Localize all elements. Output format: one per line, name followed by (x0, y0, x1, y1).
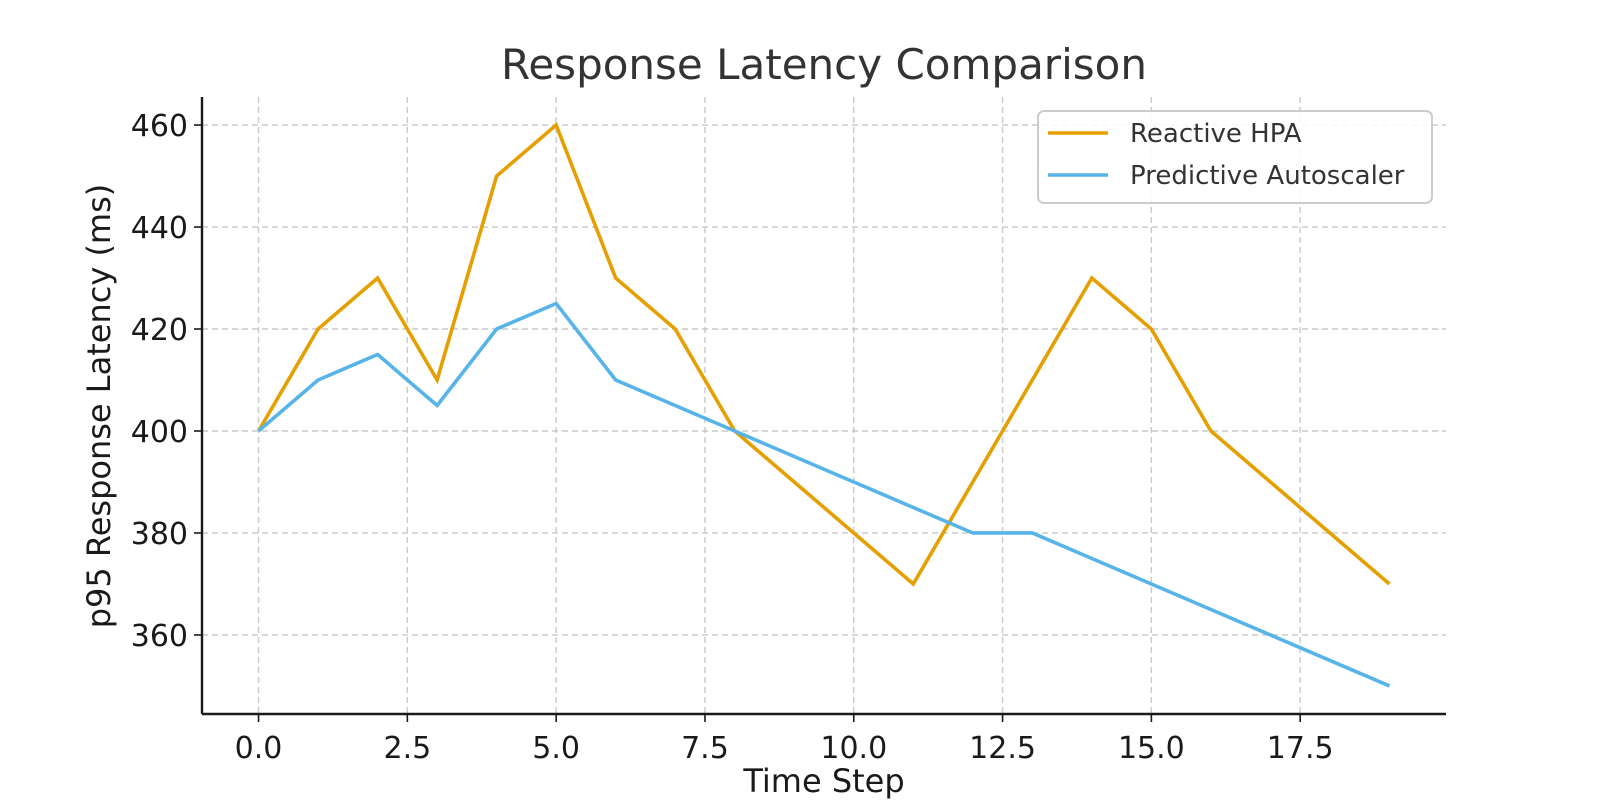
x-tick-label: 2.5 (383, 731, 431, 766)
series-layer (256, 122, 1391, 688)
x-tick-label: 5.0 (532, 731, 580, 766)
x-tick-label: 12.5 (969, 731, 1036, 766)
y-tick-label: 440 (131, 211, 188, 246)
y-axis-label: p95 Response Latency (ms) (80, 184, 118, 629)
grid-layer (202, 97, 1446, 714)
series-line-predictive-autoscaler (257, 301, 1391, 688)
chart-title: Response Latency Comparison (501, 40, 1147, 89)
x-tick-label: 7.5 (681, 731, 729, 766)
ticks-layer: 0.0 2.5 5.0 7.5 10.0 12.5 15.0 17.5 360 380 400 420… (131, 109, 1334, 766)
y-tick-label: 400 (131, 415, 188, 450)
y-tick-label: 420 (131, 313, 188, 348)
legend: Reactive HPA Predictive Autoscaler (1037, 110, 1433, 204)
x-tick-label: 0.0 (235, 731, 283, 766)
x-tick-label: 15.0 (1118, 731, 1185, 766)
y-tick-label: 460 (131, 109, 188, 144)
x-tick-label: 17.5 (1267, 731, 1334, 766)
legend-box (1037, 110, 1433, 204)
legend-label-predictive-autoscaler: Predictive Autoscaler (1130, 161, 1405, 191)
legend-label-reactive-hpa: Reactive HPA (1130, 119, 1302, 149)
series-line-reactive-hpa (256, 122, 1391, 587)
x-tick-label: 10.0 (820, 731, 887, 766)
y-tick-label: 380 (131, 517, 188, 552)
axes-layer (200, 97, 1446, 716)
x-axis-label: Time Step (742, 762, 904, 800)
y-tick-label: 360 (131, 619, 188, 654)
